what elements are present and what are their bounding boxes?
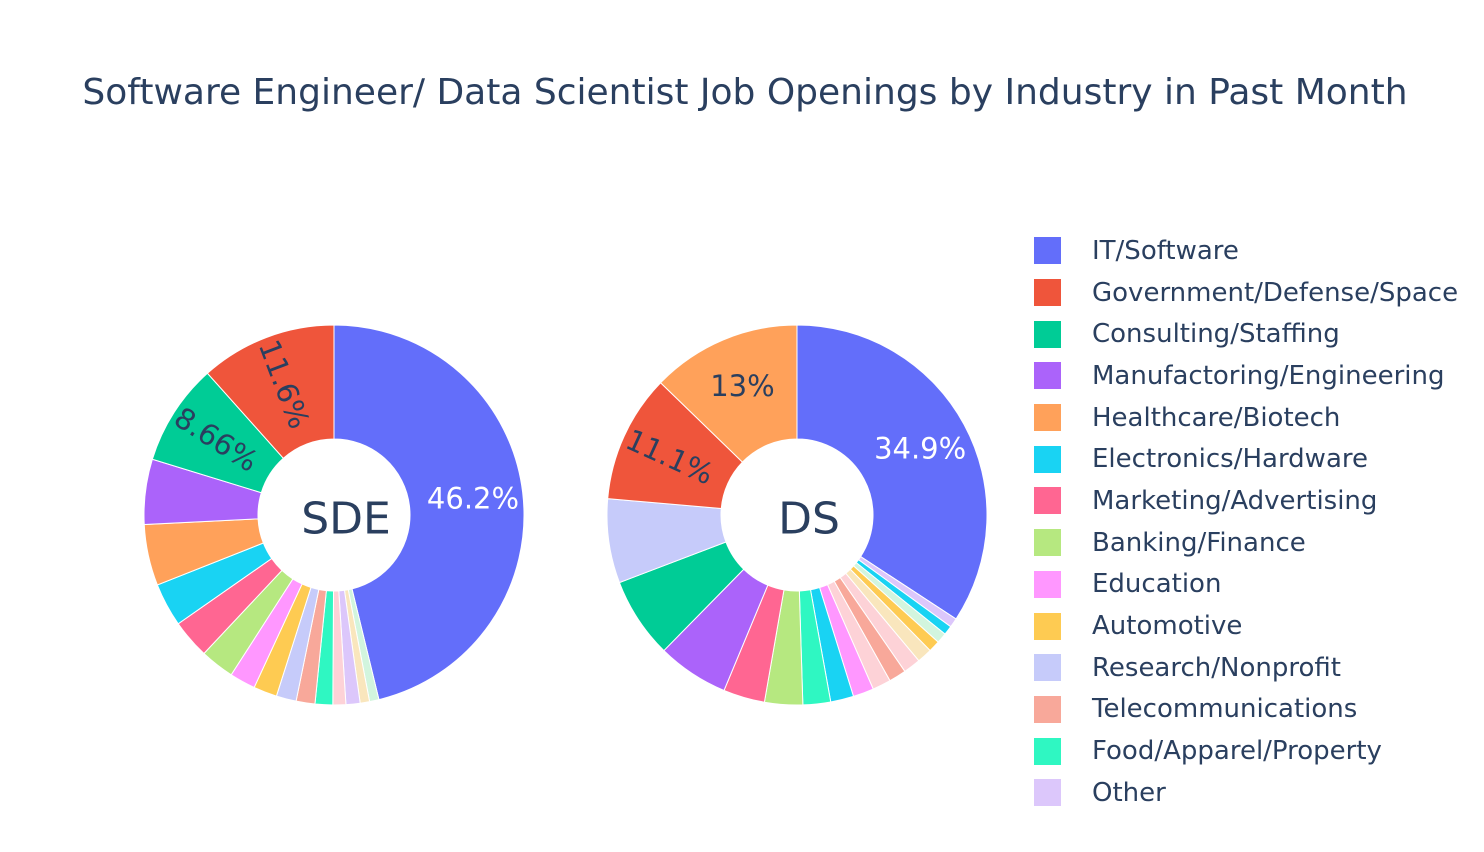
legend-swatch [1034,237,1061,265]
pie-ds: 34.9%11.1%13%DS [606,324,988,706]
legend-label: Government/Defense/Space [1092,277,1459,308]
legend-swatch [1034,445,1061,473]
legend-label: Food/Apparel/Property [1092,736,1382,767]
legend-swatch [1034,695,1061,723]
legend-label: Healthcare/Biotech [1092,402,1341,433]
legend-label: Consulting/Staffing [1092,319,1340,350]
legend-item[interactable]: Consulting/Staffing [1034,313,1458,355]
legend-item[interactable]: Electronics/Hardware [1034,438,1458,480]
legend-swatch [1034,779,1061,807]
legend-item[interactable]: Telecommunications [1034,689,1458,731]
ds-slice-0[interactable] [796,324,988,620]
legend-item[interactable]: Research/Nonprofit [1034,647,1458,689]
legend-swatch [1034,570,1061,598]
legend-swatch [1034,529,1061,557]
ds-slice-label-18: 13% [710,369,774,403]
sde-slice-16[interactable] [206,324,335,460]
legend-label: Electronics/Hardware [1092,444,1368,475]
legend-swatch [1034,279,1061,307]
legend-label: Marketing/Advertising [1092,485,1378,516]
legend-item[interactable]: Banking/Finance [1034,522,1458,564]
legend-item[interactable]: Healthcare/Biotech [1034,397,1458,439]
legend: IT/Software Government/Defense/Space Consu… [1034,230,1458,814]
legend-item[interactable]: Other [1034,772,1458,814]
legend-item[interactable]: Food/Apparel/Property [1034,730,1458,772]
legend-item[interactable]: Marketing/Advertising [1034,480,1458,522]
legend-item[interactable]: Manufactoring/Engineering [1034,355,1458,397]
sde-center-label: SDE [301,494,391,545]
legend-label: Education [1092,569,1222,600]
legend-swatch [1034,320,1061,348]
legend-swatch [1034,404,1061,432]
legend-label: Research/Nonprofit [1092,652,1341,683]
sde-slice-0[interactable] [333,324,525,701]
legend-swatch [1034,737,1061,765]
legend-label: Banking/Finance [1092,527,1306,558]
legend-item[interactable]: Education [1034,564,1458,606]
ds-center-label: DS [778,494,840,545]
chart-title: Software Engineer/ Data Scientist Job Op… [82,72,1408,113]
legend-label: IT/Software [1092,235,1239,266]
legend-swatch [1034,362,1061,390]
legend-swatch [1034,612,1061,640]
legend-swatch [1034,654,1061,682]
sde-slice-label-0: 46.2% [427,481,519,515]
legend-swatch [1034,487,1061,515]
ds-slice-18[interactable] [659,324,798,463]
legend-label: Telecommunications [1092,694,1358,725]
pie-sde: 46.2%8.66%11.6%SDE [143,324,525,706]
legend-item[interactable]: Government/Defense/Space [1034,272,1458,314]
legend-label: Automotive [1092,611,1243,642]
legend-item[interactable]: Automotive [1034,605,1458,647]
legend-label: Manufactoring/Engineering [1092,360,1445,391]
ds-slice-label-0: 34.9% [874,431,966,465]
legend-item[interactable]: IT/Software [1034,230,1458,272]
legend-label: Other [1092,777,1166,808]
